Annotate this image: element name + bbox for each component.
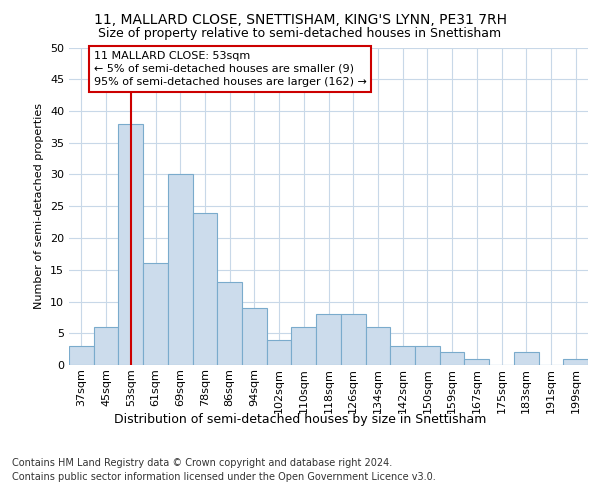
Text: Contains HM Land Registry data © Crown copyright and database right 2024.: Contains HM Land Registry data © Crown c…	[12, 458, 392, 468]
Bar	[118, 124, 143, 365]
Bar	[415, 346, 440, 365]
Text: 11 MALLARD CLOSE: 53sqm
← 5% of semi-detached houses are smaller (9)
95% of semi: 11 MALLARD CLOSE: 53sqm ← 5% of semi-det…	[94, 50, 367, 87]
Bar	[390, 346, 415, 365]
Y-axis label: Number of semi-detached properties: Number of semi-detached properties	[34, 104, 44, 309]
Bar	[464, 358, 489, 365]
Bar	[69, 346, 94, 365]
Bar	[217, 282, 242, 365]
Text: 11, MALLARD CLOSE, SNETTISHAM, KING'S LYNN, PE31 7RH: 11, MALLARD CLOSE, SNETTISHAM, KING'S LY…	[94, 12, 506, 26]
Bar	[143, 264, 168, 365]
Bar	[267, 340, 292, 365]
Bar	[292, 327, 316, 365]
Bar	[365, 327, 390, 365]
Bar	[563, 358, 588, 365]
Bar	[316, 314, 341, 365]
Text: Size of property relative to semi-detached houses in Snettisham: Size of property relative to semi-detach…	[98, 28, 502, 40]
Text: Distribution of semi-detached houses by size in Snettisham: Distribution of semi-detached houses by …	[114, 412, 486, 426]
Text: Contains public sector information licensed under the Open Government Licence v3: Contains public sector information licen…	[12, 472, 436, 482]
Bar	[94, 327, 118, 365]
Bar	[440, 352, 464, 365]
Bar	[168, 174, 193, 365]
Bar	[341, 314, 365, 365]
Bar	[193, 212, 217, 365]
Bar	[242, 308, 267, 365]
Bar	[514, 352, 539, 365]
